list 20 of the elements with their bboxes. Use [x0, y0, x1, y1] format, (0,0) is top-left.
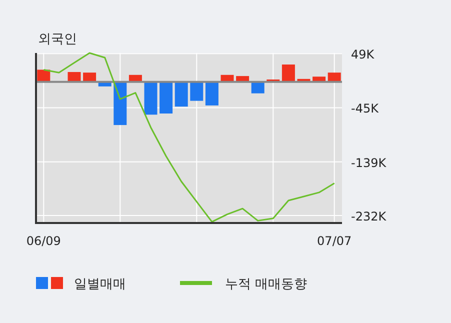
bar [174, 82, 188, 107]
bar [160, 82, 173, 114]
bar [282, 64, 295, 82]
bar [114, 82, 127, 126]
bar [68, 72, 81, 82]
x-tick-label: 07/07 [317, 234, 352, 248]
x-tick-label: 06/09 [26, 234, 61, 248]
legend-label: 일별매매 [74, 277, 126, 292]
bar [205, 82, 218, 106]
chart-title: 외국인 [38, 32, 77, 47]
y-tick-label: -45K [351, 102, 380, 116]
y-tick-label: 49K [351, 48, 376, 62]
bar [190, 82, 204, 101]
legend-label: 누적 매매동향 [225, 277, 308, 292]
bar [251, 82, 264, 94]
bar [328, 72, 341, 82]
y-tick-label: -139K [351, 156, 388, 170]
y-tick-label: -232K [351, 210, 388, 224]
bar [144, 82, 158, 115]
bar [83, 72, 96, 82]
